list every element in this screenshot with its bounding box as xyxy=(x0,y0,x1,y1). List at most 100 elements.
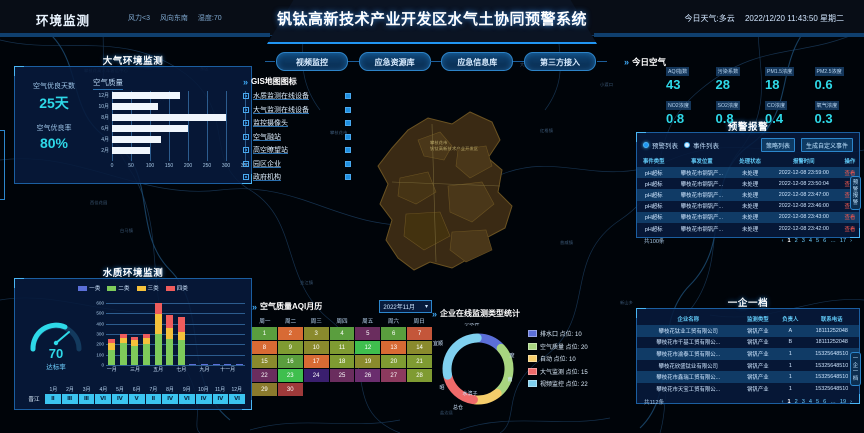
calendar-month-select[interactable]: 2022年11月 ▾ xyxy=(379,300,432,313)
calendar-day-cell[interactable]: 13 xyxy=(381,341,407,354)
calendar-day-cell[interactable]: 5 xyxy=(355,327,381,340)
strategy-list-button[interactable]: 策略列表 xyxy=(760,138,795,152)
nav-third-party[interactable]: 第三方接入 xyxy=(512,52,607,71)
page-number[interactable]: 1 xyxy=(787,238,791,245)
warning-table-row[interactable]: pH超标 攀枝花市钢钒产... 未处理 2022-12-08 23:50:04 查看 xyxy=(637,178,859,189)
water-legend-item-2[interactable]: 三类 xyxy=(136,284,159,292)
calendar-day-cell[interactable]: 29 xyxy=(252,383,277,396)
page-number[interactable]: 6 xyxy=(823,238,827,245)
water-grade-cell[interactable]: Ⅳ xyxy=(195,394,212,404)
gis-menu-item-0[interactable]: 水质监测在线设备 xyxy=(243,91,351,101)
next-page-icon[interactable]: › xyxy=(850,238,852,245)
calendar-day-cell[interactable]: 1 xyxy=(252,327,277,340)
donut-chart[interactable]: 小水井 宜顺度水滨子 南昭总仓 xyxy=(432,320,528,415)
side-tab-warning[interactable]: 预警报警 xyxy=(850,176,861,210)
checkbox-icon[interactable] xyxy=(345,174,351,180)
donut-segment[interactable] xyxy=(470,388,502,405)
calendar-day-cell[interactable]: 15 xyxy=(252,355,277,368)
nav-emergency-info[interactable]: 应急信息库 xyxy=(430,52,525,71)
water-grade-cell[interactable]: Ⅴ xyxy=(128,394,145,404)
donut-legend-item-3[interactable]: 大气监测 点位: 15 xyxy=(528,367,588,376)
page-number[interactable]: 5 xyxy=(816,238,820,245)
enterprise-pagination[interactable]: ‹ 1 2 3 4 5 6… 19 › xyxy=(782,399,852,405)
donut-segment[interactable] xyxy=(493,343,514,397)
side-tab-enterprise[interactable]: 一企一档 xyxy=(850,352,861,386)
enterprise-table-row[interactable]: 攀枝花市鑫瑞工贸有限公... 钢钒产业 1 15325648510 xyxy=(637,371,859,383)
water-grade-cell[interactable]: Ⅵ xyxy=(95,394,111,404)
donut-segment[interactable] xyxy=(443,372,478,405)
page-number[interactable]: 1 xyxy=(787,398,791,405)
checkbox-icon[interactable] xyxy=(345,120,351,126)
page-number[interactable]: 4 xyxy=(808,398,813,405)
warning-pagination[interactable]: ‹ 1 2 3 4 5 6… 17 › xyxy=(782,238,852,244)
prev-page-icon[interactable]: ‹ xyxy=(781,398,784,405)
page-number[interactable]: 17 xyxy=(839,238,847,245)
water-grade-cell[interactable]: Ⅱ xyxy=(45,394,61,404)
calendar-day-cell[interactable]: 20 xyxy=(381,355,407,368)
water-grade-cell[interactable]: Ⅵ xyxy=(229,394,245,404)
donut-legend-item-4[interactable]: 视频监控 点位: 22 xyxy=(528,379,588,388)
warning-table-row[interactable]: pH超标 攀枝花市钢钒产... 未处理 2022-12-08 23:43:00 查看 xyxy=(637,211,859,223)
calendar-day-cell[interactable]: 6 xyxy=(381,327,407,340)
water-grade-cell[interactable]: Ⅲ xyxy=(61,394,78,404)
view-link[interactable]: 查看 xyxy=(844,226,856,233)
checkbox-icon[interactable] xyxy=(345,133,351,140)
radio-event-list[interactable]: 事件列表 xyxy=(684,140,719,150)
donut-segment[interactable] xyxy=(442,333,482,380)
calendar-day-cell[interactable]: 24 xyxy=(303,369,329,382)
calendar-day-cell[interactable]: 17 xyxy=(303,355,329,368)
enterprise-table-row[interactable]: 攀枝花钛业工贸有限公司 钢钒产业 A 18111252048 xyxy=(637,325,859,337)
gis-menu-item-2[interactable]: 监控摄像头 xyxy=(243,118,351,128)
calendar-day-cell[interactable]: 25 xyxy=(329,369,355,382)
page-number[interactable]: 4 xyxy=(808,238,813,245)
calendar-day-cell[interactable]: 12 xyxy=(355,341,381,354)
page-number[interactable]: 3 xyxy=(801,238,805,245)
calendar-day-cell[interactable]: 2 xyxy=(277,327,303,340)
create-custom-event-button[interactable]: 生成自定义事件 xyxy=(800,138,853,152)
view-link[interactable]: 查看 xyxy=(844,193,855,199)
gis-menu-item-3[interactable]: 空气融站 xyxy=(243,132,351,142)
calendar-day-cell[interactable]: 9 xyxy=(277,341,303,354)
calendar-day-cell[interactable]: 21 xyxy=(407,355,432,368)
calendar-day-cell[interactable]: 28 xyxy=(407,369,432,382)
checkbox-icon[interactable] xyxy=(345,106,351,113)
radio-warning-list[interactable]: 预警列表 xyxy=(643,140,678,150)
page-number[interactable]: 3 xyxy=(801,398,805,405)
page-number[interactable]: 2 xyxy=(794,398,798,405)
water-grade-cell[interactable]: Ⅳ xyxy=(112,394,128,404)
gis-menu-item-6[interactable]: 政府机构 xyxy=(243,172,351,182)
calendar-day-cell[interactable]: 19 xyxy=(355,355,381,368)
enterprise-table-row[interactable]: 攀枝花市千基工贸有限公... 钢钒产业 B 18111252048 xyxy=(637,337,859,349)
page-number[interactable]: … xyxy=(830,398,836,405)
calendar-day-cell[interactable]: 3 xyxy=(303,327,329,340)
calendar-day-cell[interactable]: 16 xyxy=(277,355,303,368)
calendar-day-cell[interactable]: 8 xyxy=(252,341,277,354)
water-grade-cell[interactable]: Ⅵ xyxy=(179,394,195,404)
view-link[interactable]: 查看 xyxy=(844,182,855,188)
calendar-day-cell[interactable]: 26 xyxy=(355,369,381,382)
checkbox-icon[interactable] xyxy=(345,160,351,167)
calendar-day-cell[interactable]: 4 xyxy=(329,327,355,340)
page-number[interactable]: 6 xyxy=(823,398,827,405)
calendar-day-cell[interactable]: 30 xyxy=(277,383,303,396)
warning-table-row[interactable]: pH超标 攀枝花市钢钒产... 未处理 2022-12-08 23:59:00 查看 xyxy=(637,167,859,179)
enterprise-table-row[interactable]: 攀枝花市渝泰工贸有限公... 钢钒产业 1 15325648510 xyxy=(637,348,859,360)
view-link[interactable]: 查看 xyxy=(844,215,856,222)
calendar-day-cell[interactable]: 18 xyxy=(329,355,355,368)
calendar-day-cell[interactable]: 14 xyxy=(407,341,432,354)
gis-menu-item-4[interactable]: 高空瞭望站 xyxy=(243,145,351,155)
page-number[interactable]: … xyxy=(830,238,836,245)
enterprise-table-row[interactable]: 攀枝花欣盛钛业有限公司 钢钒产业 1 15325648510 xyxy=(637,360,859,372)
nav-video-monitor[interactable]: 视频监控 xyxy=(265,52,359,71)
water-legend-item-1[interactable]: 二类 xyxy=(107,284,130,292)
page-number[interactable]: 2 xyxy=(794,238,798,245)
water-grade-cell[interactable]: Ⅳ xyxy=(162,394,178,404)
next-page-icon[interactable]: › xyxy=(850,398,852,405)
calendar-day-cell[interactable]: 23 xyxy=(277,369,303,382)
view-link[interactable]: 查看 xyxy=(844,204,855,210)
water-grade-cell[interactable]: Ⅳ xyxy=(212,394,229,404)
donut-legend-item-1[interactable]: 空气质量 点位: 20 xyxy=(528,342,588,351)
donut-segment[interactable] xyxy=(474,333,505,352)
water-legend-item-0[interactable]: 一类 xyxy=(78,284,100,292)
